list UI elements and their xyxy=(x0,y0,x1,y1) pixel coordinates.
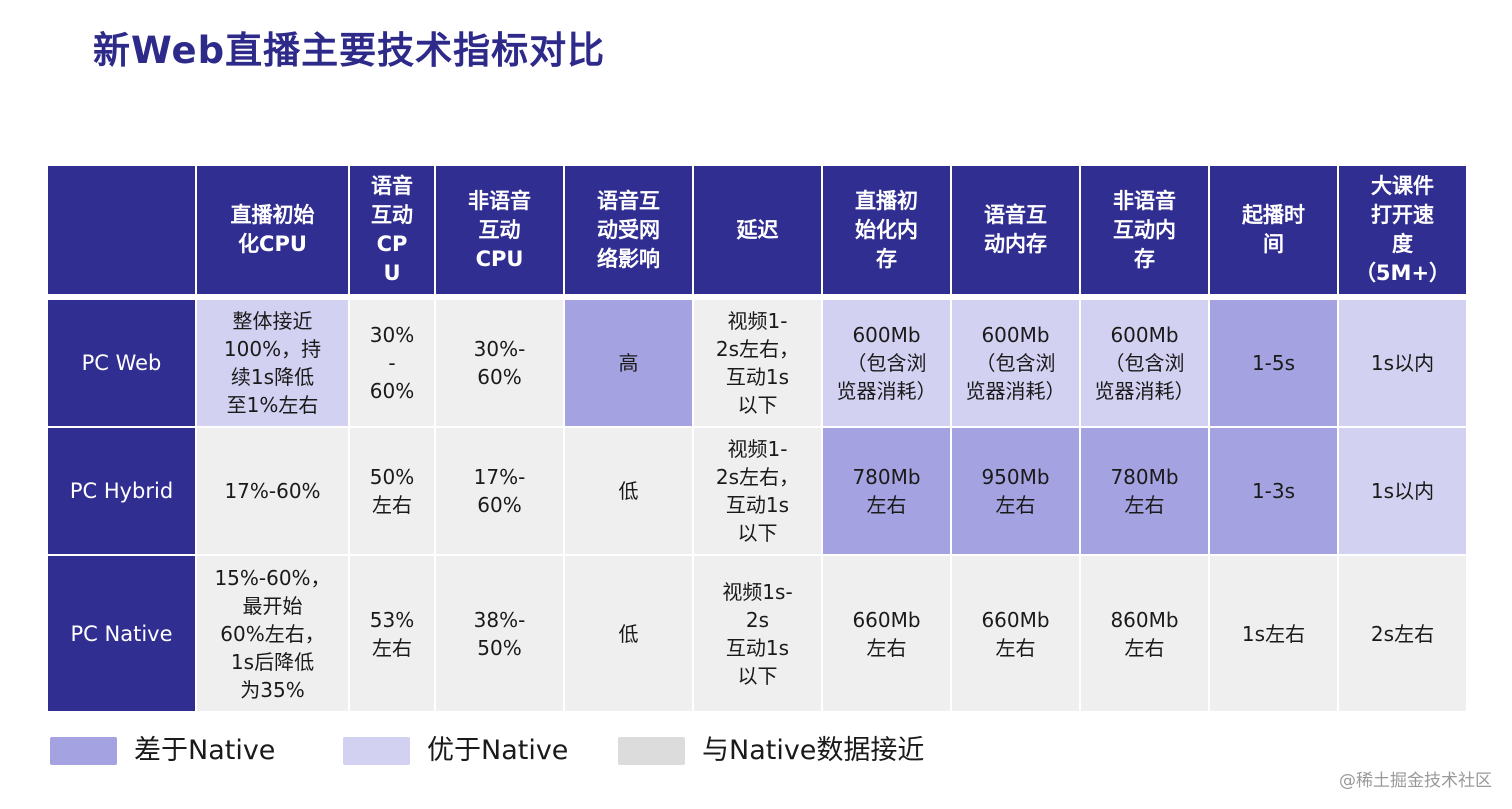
legend-label-worse: 差于Native xyxy=(134,735,276,766)
table-cell: 1s以内 xyxy=(1339,428,1466,554)
table-header-row: 直播初始 化CPU 语音 互动 CP U 非语音 互动 CPU 语音互 动受网 … xyxy=(48,166,1466,294)
column-header-init-memory: 直播初 始化内 存 xyxy=(823,166,950,294)
table-cell: 2s左右 xyxy=(1339,556,1466,711)
column-header-network-impact: 语音互 动受网 络影响 xyxy=(565,166,692,294)
row-header: PC Native xyxy=(48,556,195,711)
table-row-pc-hybrid: PC Hybrid 17%-60% 50% 左右 17%- 60% 低 视频1-… xyxy=(48,428,1466,554)
table-cell: 600Mb （包含浏 览器消耗） xyxy=(952,300,1079,426)
table-corner-cell xyxy=(48,166,195,294)
column-header-start-time: 起播时 间 xyxy=(1210,166,1337,294)
column-header-courseware-speed: 大课件 打开速 度 （5M+） xyxy=(1339,166,1466,294)
table-cell: 1-5s xyxy=(1210,300,1337,426)
row-header: PC Web xyxy=(48,300,195,426)
legend-label-better: 优于Native xyxy=(427,735,569,766)
table-cell: 660Mb 左右 xyxy=(952,556,1079,711)
row-header: PC Hybrid xyxy=(48,428,195,554)
table-cell: 30% - 60% xyxy=(350,300,434,426)
table-cell: 17%- 60% xyxy=(436,428,563,554)
table-cell: 1s以内 xyxy=(1339,300,1466,426)
legend: 差于Native 优于Native 与Native数据接近 xyxy=(50,733,1050,769)
column-header-latency: 延迟 xyxy=(694,166,821,294)
legend-swatch-better xyxy=(343,737,410,765)
column-header-voice-cpu: 语音 互动 CP U xyxy=(350,166,434,294)
table-cell: 整体接近 100%，持 续1s降低 至1%左右 xyxy=(197,300,348,426)
table-cell: 950Mb 左右 xyxy=(952,428,1079,554)
column-header-voice-memory: 语音互 动内存 xyxy=(952,166,1079,294)
table-cell: 17%-60% xyxy=(197,428,348,554)
table-cell: 视频1- 2s左右， 互动1s 以下 xyxy=(694,300,821,426)
table-cell: 高 xyxy=(565,300,692,426)
table-cell: 38%- 50% xyxy=(436,556,563,711)
table-row-pc-native: PC Native 15%-60%， 最开始 60%左右， 1s后降低 为35%… xyxy=(48,556,1466,711)
column-header-init-cpu: 直播初始 化CPU xyxy=(197,166,348,294)
table-cell: 低 xyxy=(565,556,692,711)
table-cell: 1s左右 xyxy=(1210,556,1337,711)
table-cell: 860Mb 左右 xyxy=(1081,556,1208,711)
legend-swatch-near xyxy=(618,737,685,765)
column-header-nonvoice-memory: 非语音 互动内 存 xyxy=(1081,166,1208,294)
legend-label-near: 与Native数据接近 xyxy=(702,735,925,766)
column-header-nonvoice-cpu: 非语音 互动 CPU xyxy=(436,166,563,294)
table-cell: 600Mb （包含浏 览器消耗） xyxy=(823,300,950,426)
watermark: @稀土掘金技术社区 xyxy=(1339,771,1492,791)
table-cell: 视频1s- 2s 互动1s 以下 xyxy=(694,556,821,711)
table-cell: 780Mb 左右 xyxy=(1081,428,1208,554)
legend-swatch-worse xyxy=(50,737,117,765)
table-row-pc-web: PC Web 整体接近 100%，持 续1s降低 至1%左右 30% - 60%… xyxy=(48,300,1466,426)
table-cell: 低 xyxy=(565,428,692,554)
table-cell: 视频1- 2s左右， 互动1s 以下 xyxy=(694,428,821,554)
table-cell: 660Mb 左右 xyxy=(823,556,950,711)
table-cell: 1-3s xyxy=(1210,428,1337,554)
table-cell: 50% 左右 xyxy=(350,428,434,554)
comparison-table: 直播初始 化CPU 语音 互动 CP U 非语音 互动 CPU 语音互 动受网 … xyxy=(46,164,1468,713)
table-cell: 600Mb （包含浏 览器消耗） xyxy=(1081,300,1208,426)
table-cell: 53% 左右 xyxy=(350,556,434,711)
page-title: 新Web直播主要技术指标对比 xyxy=(93,29,606,72)
table-cell: 15%-60%， 最开始 60%左右， 1s后降低 为35% xyxy=(197,556,348,711)
table-cell: 30%- 60% xyxy=(436,300,563,426)
table-cell: 780Mb 左右 xyxy=(823,428,950,554)
